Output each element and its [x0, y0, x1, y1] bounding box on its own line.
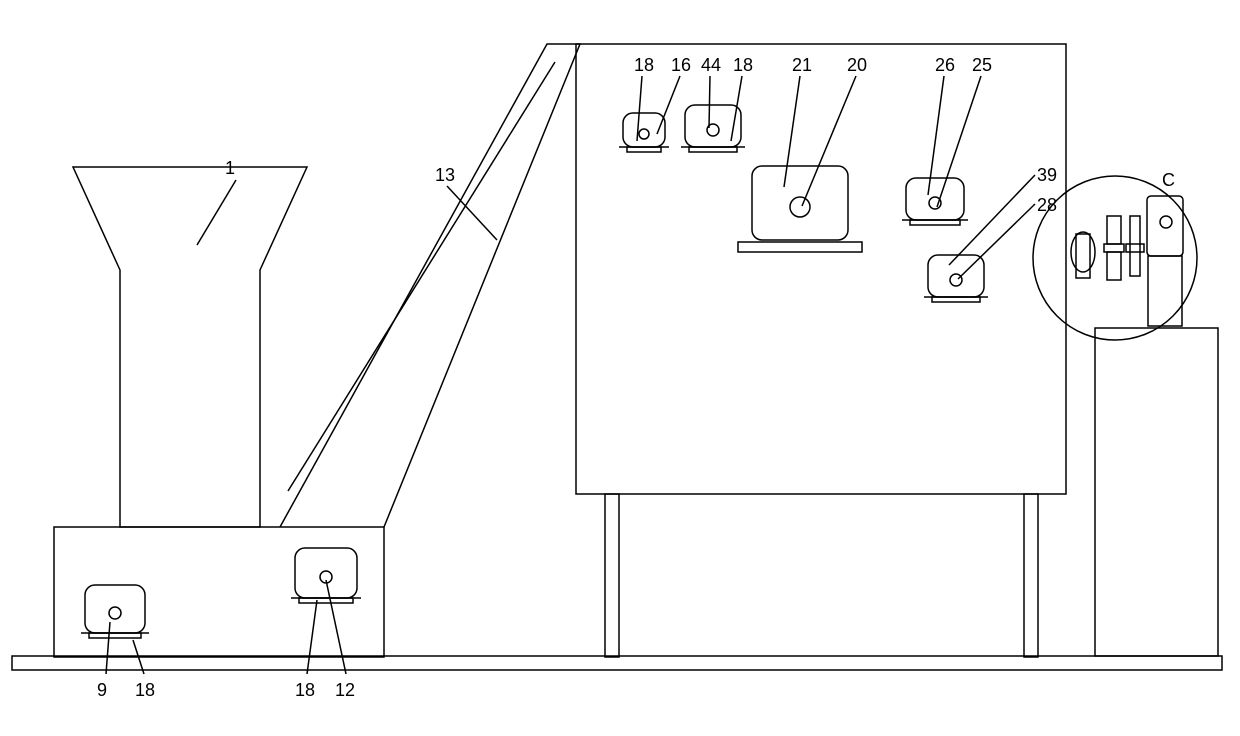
label-20: 20 [847, 55, 867, 76]
label-16: 16 [671, 55, 691, 76]
label-39: 39 [1037, 165, 1057, 186]
label-C: C [1162, 170, 1175, 191]
label-12: 12 [335, 680, 355, 701]
label-18b: 18 [733, 55, 753, 76]
label-26: 26 [935, 55, 955, 76]
label-13: 13 [435, 165, 455, 186]
label-18c: 18 [135, 680, 155, 701]
label-44: 44 [701, 55, 721, 76]
label-9: 9 [97, 680, 107, 701]
label-1: 1 [225, 158, 235, 179]
label-28: 28 [1037, 195, 1057, 216]
label-21: 21 [792, 55, 812, 76]
label-25: 25 [972, 55, 992, 76]
label-18a: 18 [634, 55, 654, 76]
label-18d: 18 [295, 680, 315, 701]
